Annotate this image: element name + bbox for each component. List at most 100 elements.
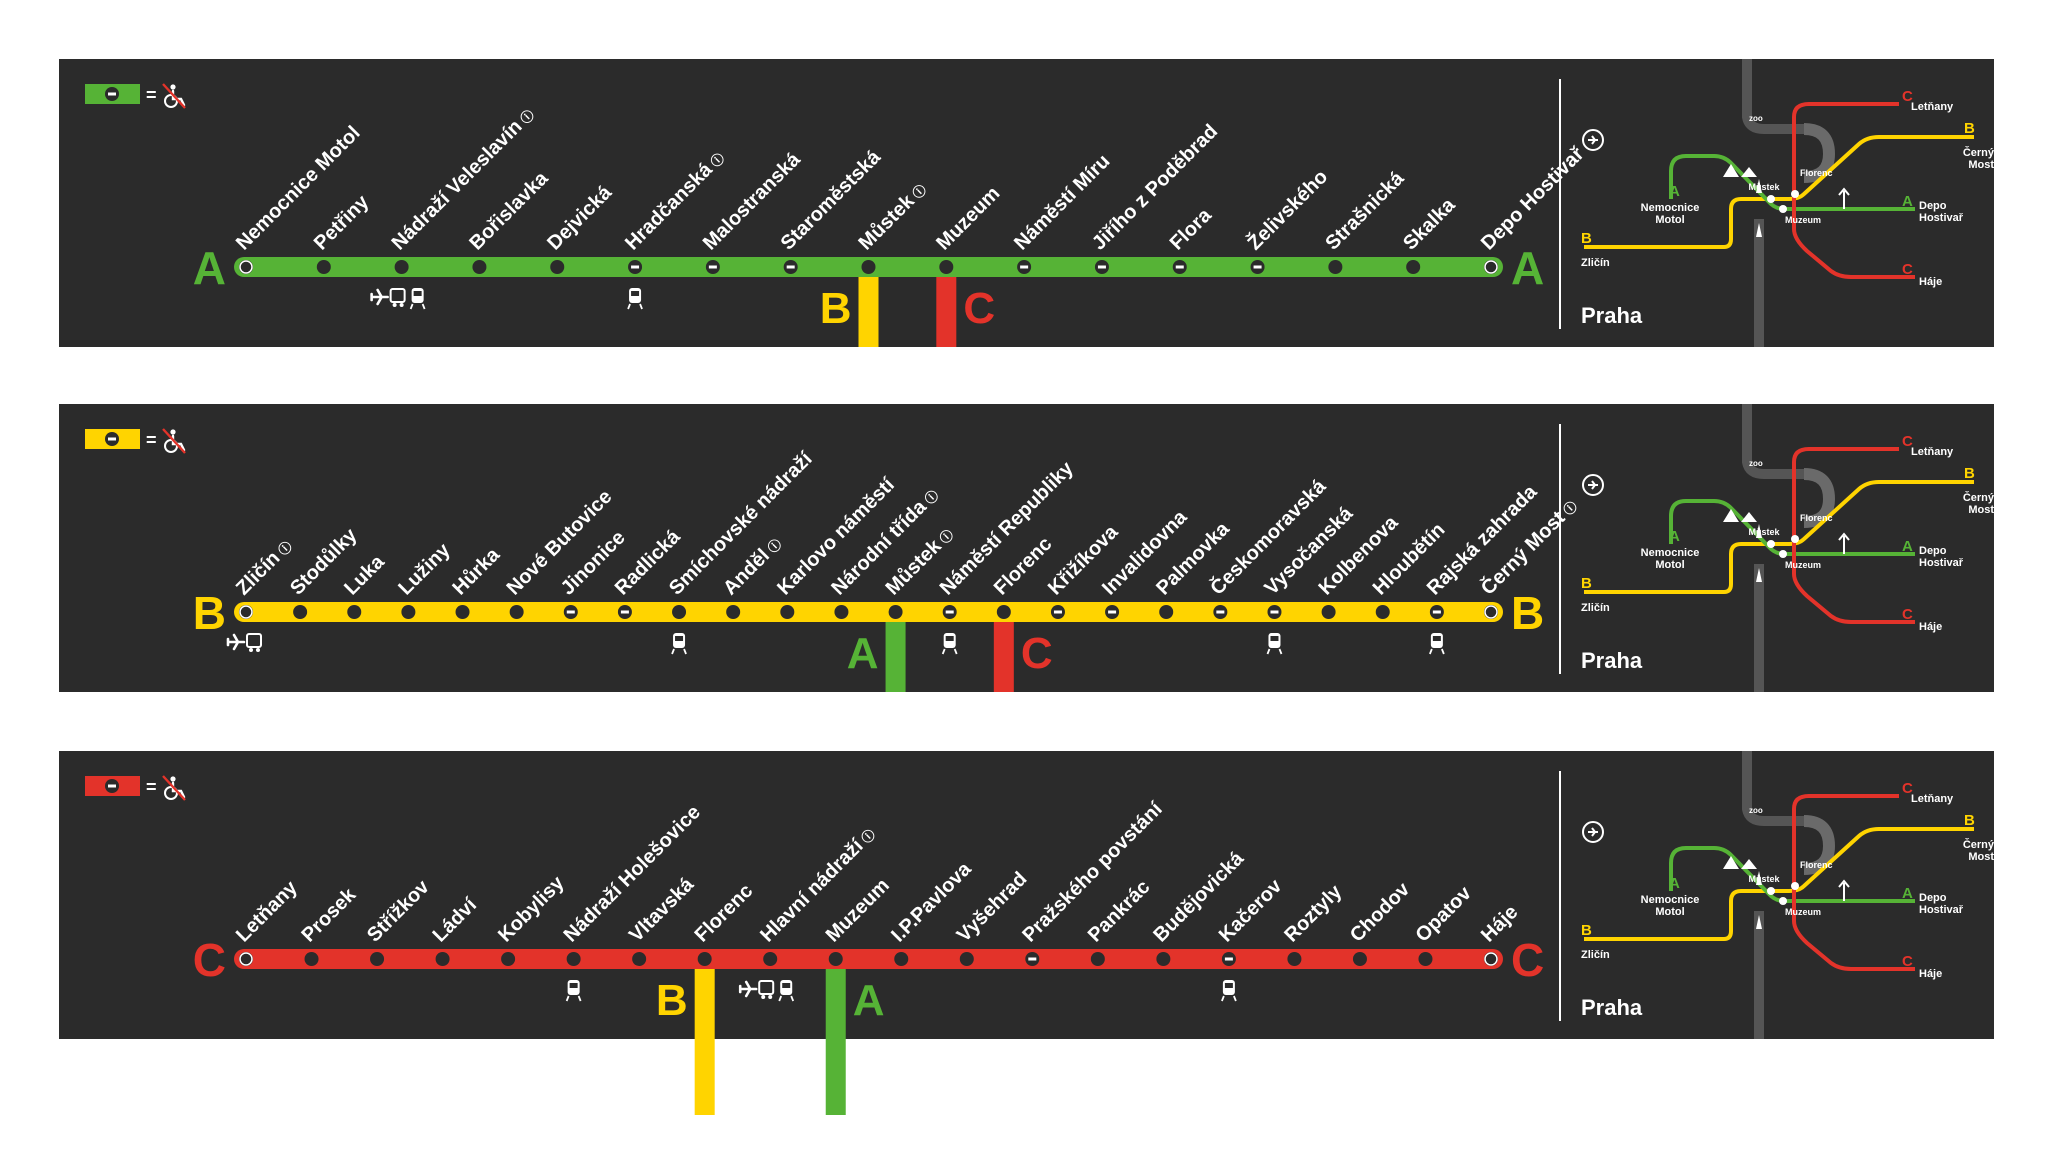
castle-icon [1723, 164, 1757, 177]
minimap-letter-a: A [1669, 183, 1680, 200]
station-dot [996, 605, 1011, 619]
station-label: Flora [1166, 204, 1217, 255]
line-bar [234, 602, 1503, 622]
station-label: Skalka [1399, 194, 1460, 255]
line-c-panel: = B A C C Letňany Prosek Střížkov Ládví Kobylisy N… [59, 751, 1995, 1115]
airplane-shape [738, 980, 758, 998]
minimap-label-zoo: zoo [1749, 806, 1763, 815]
station-access-mark [566, 610, 575, 614]
station-access-mark [1175, 265, 1184, 269]
minimap-label-nemocnice: Motol [1655, 906, 1684, 918]
minimap-label-haje: Háje [1919, 276, 1942, 288]
bus-body [389, 288, 406, 303]
minimap-label-depo: Hostivař [1919, 904, 1964, 916]
station-dot [239, 605, 253, 619]
station-access-mark [620, 610, 629, 614]
minimap-line-a [1669, 846, 1915, 903]
minimap-line-b [1584, 480, 1974, 594]
minimap-label-muzeum: Muzeum [1785, 907, 1821, 917]
arrow-icon [1838, 187, 1850, 209]
line-b-panel: = A C B B Zličínⓘ Stodůlky Luka Lužiny Hůrka Nové … [59, 404, 1995, 692]
station-dot [566, 952, 581, 966]
info-icon: ⓘ [708, 150, 728, 170]
station-dot [239, 952, 253, 966]
station-access-mark [1224, 957, 1233, 961]
transfer-letter-c: C [1021, 629, 1053, 678]
legend-equals: = [146, 430, 157, 450]
line-letter-end: C [1511, 934, 1544, 986]
minimap-letter-c: C [1902, 433, 1913, 450]
wheelchair-slash [162, 428, 186, 454]
station-label: Hůrka [449, 543, 505, 599]
airplane-shape [226, 633, 246, 651]
line-letter-start: B [193, 587, 226, 639]
station-access-mark [1097, 265, 1106, 269]
minimap-label-mustek: Můstek [1748, 874, 1780, 884]
station-dot [632, 952, 647, 966]
station-dot [455, 605, 470, 619]
info-icon: ⓘ [275, 539, 295, 559]
minimap: CBAABCLetňanyČernýMostNemocniceMotolDepo… [1559, 751, 1995, 1039]
station-dot [672, 605, 687, 619]
station-dot [726, 605, 741, 619]
minimap-label-depo: Depo [1919, 545, 1947, 557]
train-icon [671, 633, 687, 655]
station-access-mark [1020, 265, 1029, 269]
station-access-mark [1216, 610, 1225, 614]
minimap-title: Praha [1581, 648, 1643, 673]
info-icon: ⓘ [1560, 498, 1580, 518]
legend: = [85, 428, 186, 454]
arrow-icon [1838, 532, 1850, 554]
line-letter-end: A [1511, 242, 1544, 294]
station-label: Bořislavka [465, 167, 553, 255]
wheelchair-slash [162, 83, 186, 109]
minimap-letter-c: C [1902, 780, 1913, 797]
minimap-mustek-dot [1767, 540, 1775, 548]
minimap-label-zoo: zoo [1749, 459, 1763, 468]
station-label: Ládví [429, 893, 483, 947]
station: Budějovická [1149, 847, 1249, 966]
station-dot [509, 605, 524, 619]
station-label: Prosek [298, 883, 361, 946]
station-dot [239, 260, 253, 274]
wheelchair-head [170, 776, 176, 782]
minimap-letter-b: B [1581, 575, 1592, 592]
airplane-icon [1582, 129, 1604, 151]
train-window [945, 636, 954, 641]
station-dot [888, 605, 903, 619]
line-letter-start: A [193, 242, 226, 294]
info-icon: ⓘ [765, 536, 785, 556]
minimap-letter-b: B [1581, 922, 1592, 939]
transfer-letter-a: A [847, 629, 879, 678]
minimap-label-zoo: zoo [1749, 114, 1763, 123]
minimap-label-mustek: Můstek [1748, 527, 1780, 537]
bus-wheel [399, 303, 404, 307]
minimap-letter-a: A [1902, 885, 1913, 902]
minimap-label-cerny-most: Černý [1963, 146, 1994, 159]
transfer-line-a [825, 951, 846, 1115]
line-letter-start: C [193, 934, 226, 986]
station-label: Lužiny [394, 539, 455, 600]
bus-body [246, 633, 262, 648]
train-legs [627, 303, 643, 310]
bus-wheel [761, 995, 766, 999]
airplane-shape [370, 288, 389, 306]
station-label: Černý Mostⓘ [1476, 494, 1582, 600]
minimap-label-nemocnice: Motol [1655, 559, 1684, 571]
station-dot [763, 952, 778, 966]
minimap-label-florenc: Florenc [1800, 168, 1833, 178]
river-bend [1803, 468, 1836, 528]
station-dot [370, 952, 385, 966]
train-window [569, 983, 578, 988]
transfer-letter-b: B [820, 284, 852, 333]
station-access-mark [1270, 610, 1279, 614]
train-window [1432, 636, 1441, 641]
station-dot [780, 605, 795, 619]
station-dot [1375, 605, 1390, 619]
station-access-mark [786, 265, 795, 269]
wheelchair-icon [162, 83, 186, 109]
train-window [413, 291, 422, 296]
station-dot [550, 260, 565, 274]
